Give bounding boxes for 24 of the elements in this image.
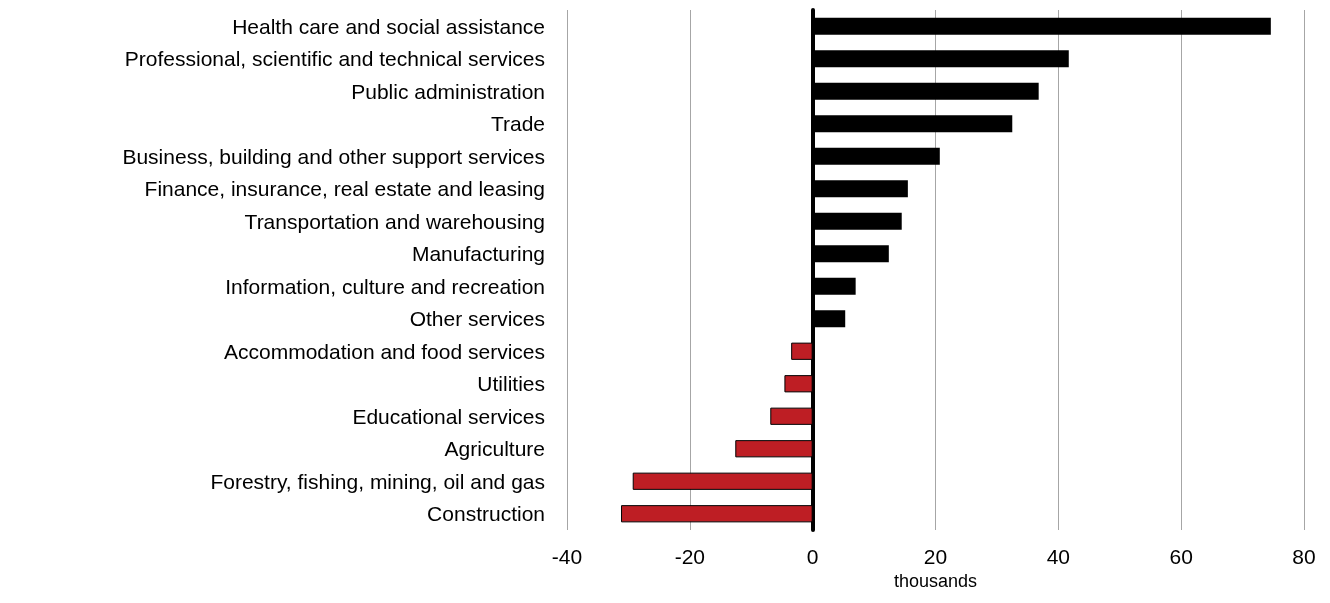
y-tick-label: Finance, insurance, real estate and leasing (144, 177, 545, 201)
y-tick-label: Construction (427, 502, 545, 526)
y-tick-label: Manufacturing (411, 242, 545, 266)
y-tick-label: Other services (409, 307, 545, 331)
y-tick-label: Public administration (351, 79, 545, 103)
y-tick-label: Forestry, fishing, mining, oil and gas (210, 469, 545, 493)
y-tick-label: Educational services (352, 404, 545, 428)
x-tick-label: 40 (1046, 545, 1071, 568)
y-tick-label: Trade (490, 112, 545, 136)
x-axis-title: thousands (893, 570, 978, 591)
x-tick-label: 20 (923, 545, 948, 568)
y-tick-label: Agriculture (444, 437, 545, 461)
y-tick-label: Business, building and other support services (122, 144, 545, 168)
y-tick-label: Accommodation and food services (224, 339, 545, 363)
y-tick-label: Health care and social assistance (232, 14, 545, 38)
y-tick-label: Professional, scientific and technical services (124, 47, 545, 71)
x-tick-label: 0 (806, 545, 819, 568)
x-tick-label: 80 (1292, 545, 1316, 568)
y-tick-label: Information, culture and recreation (225, 274, 545, 298)
y-tick-label: Transportation and warehousing (244, 209, 545, 233)
x-tick-label: -40 (551, 545, 583, 568)
y-tick-label: Utilities (477, 372, 545, 396)
x-tick-label: 60 (1169, 545, 1193, 568)
x-tick-label: -20 (674, 545, 706, 568)
